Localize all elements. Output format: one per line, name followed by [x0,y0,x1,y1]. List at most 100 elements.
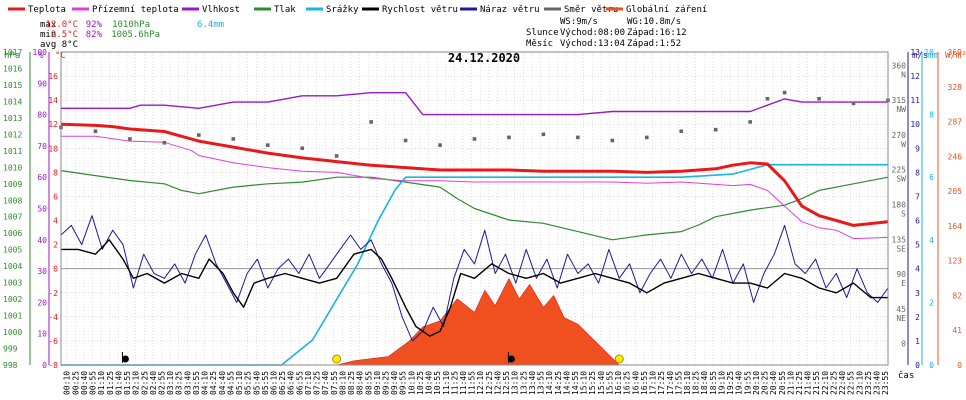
series-smer-vetru-point [541,132,546,137]
pressure-tick-label: 1007 [3,213,22,222]
radiation-tick-label: 287 [948,118,963,127]
legend-label: Přízemní teplota [92,5,179,15]
temperature-tick-label: 14 [48,96,58,105]
stats-avg-label: avg [40,40,56,50]
pressure-tick-label: 1008 [3,196,22,205]
wind-direction-compass-label: N [901,70,906,79]
moon-set: Západ:1:52 [627,39,681,49]
legend-label: Tlak [274,5,296,15]
time-tick-label: 14:10 [545,371,554,395]
radiation-tick-label: 369 [948,48,963,57]
time-tick-label: 10:55 [433,371,442,395]
time-tick-label: 11:25 [450,371,459,395]
wind-direction-tick-label: 315 [892,96,907,105]
rain-tick-label: 2 [929,298,934,307]
time-tick-label: 07:40 [321,371,330,395]
series-smer-vetru-point [334,154,339,158]
rain-tick-label: 8 [929,111,934,120]
time-tick-label: 17:10 [649,371,658,395]
stats-min-label: min [40,30,56,40]
time-tick-label: 12:25 [485,371,494,395]
pressure-tick-label: 1003 [3,279,22,288]
time-tick-label: 22:10 [821,371,830,395]
stats-max-label: max [40,20,57,30]
sun-moon-markers [121,352,624,364]
sun-icon [332,354,342,364]
chart-date-title: 24.12.2020 [448,51,520,65]
wind-ws: WS:9m/s [560,17,598,27]
time-tick-label: 16:10 [614,371,623,395]
time-tick-label: 18:40 [700,371,709,395]
pressure-tick-label: 1016 [3,64,22,73]
series-teplota [60,122,889,227]
series-smer-vetru-point [713,127,718,132]
humidity-tick-label: 50 [37,205,47,214]
wind-speed-tick-label: 12 [910,72,920,81]
wind-direction-tick-label: 90 [896,270,906,279]
wind-direction-compass-label: SE [896,244,906,253]
stats-block: max 12.0°C 92% 1010hPa 6.4mm min 2.5°C 8… [40,20,224,50]
time-tick-label: 10:10 [407,371,416,395]
time-tick-label: 17:55 [674,371,683,395]
time-tick-label: 03:55 [192,371,201,395]
radiation-series [61,277,888,366]
stats-max-hum: 92% [86,20,103,30]
time-tick-label: 00:40 [80,371,89,395]
series-smer-vetru-point [507,135,511,140]
series-naraz-vetru [60,215,889,342]
temperature-tick-label: 10 [48,144,58,153]
temperature-tick-label: 0 [53,265,58,274]
wind-speed-tick-label: 8 [915,168,920,177]
series-smer-vetru-point [369,120,373,124]
time-tick-label: 16:55 [640,371,649,395]
legend-label: Globální záření [626,5,707,15]
time-tick-label: 15:55 [605,371,614,395]
rain-axis-title: mm [928,51,939,61]
pressure-tick-label: 1015 [3,81,22,90]
time-tick-label: 11:40 [459,371,468,395]
plot-grid [61,52,888,366]
time-tick-label: 16:40 [631,371,640,395]
series-smer-vetru-point [403,138,408,143]
time-tick-label: 12:40 [493,371,502,395]
time-tick-label: 11:55 [468,371,477,395]
time-tick-label: 19:55 [743,371,752,395]
wind-speed-tick-label: 2 [915,313,920,322]
radiation-tick-label: 328 [948,83,963,92]
time-tick-label: 09:25 [381,371,390,395]
rain-tick-label: 0 [929,361,934,370]
time-tick-label: 14:40 [562,371,571,395]
series-smer-vetru-point [782,90,787,95]
time-tick-label: 22:55 [847,371,856,395]
time-tick-label: 22:25 [829,371,838,395]
time-tick-label: 15:10 [580,371,589,395]
time-tick-label: 12:10 [476,371,485,395]
series-vlhkost [61,91,888,116]
pressure-tick-label: 998 [3,361,18,370]
stats-max-rain: 6.4mm [197,20,224,30]
sun-rise: Východ:08:00 [560,28,625,38]
time-tick-label: 21:10 [786,371,795,395]
series-smer-vetru-point [851,101,856,106]
humidity-tick-label: 40 [37,236,47,245]
humidity-tick-label: 70 [37,142,47,151]
wind-speed-tick-label: 4 [915,265,920,274]
series-smer-vetru-point [610,138,615,143]
series-srazky [61,163,888,366]
time-tick-label: 21:25 [795,371,804,395]
wind-direction-tick-label: 225 [892,166,907,175]
time-tick-label: 14:25 [554,371,563,395]
wind-direction-compass-label: NE [896,314,906,323]
temperature-tick-label: -4 [48,313,58,322]
time-tick-label: 08:55 [364,371,373,395]
series-smer-vetru-point [265,143,270,147]
pressure-tick-label: 1009 [3,180,22,189]
time-tick-label: 20:10 [752,371,761,395]
time-tick-label: 03:40 [183,371,192,395]
pressure-tick-label: 1002 [3,295,22,304]
time-tick-label: 00:10 [63,371,72,395]
legend-label: Směr větru [564,5,618,15]
radiation-tick-label: 82 [952,291,962,300]
time-tick-label: 04:40 [218,371,227,395]
time-tick-label: 21:40 [804,371,813,395]
